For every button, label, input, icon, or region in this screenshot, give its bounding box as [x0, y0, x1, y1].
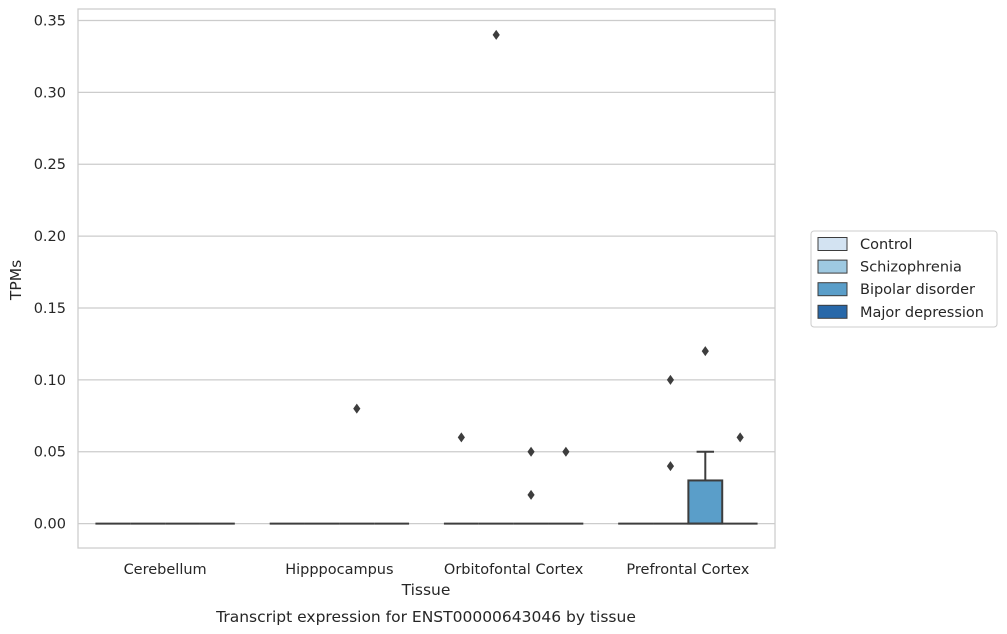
outlier-point: [701, 346, 709, 357]
legend: Control Schizophrenia Bipolar disorder Majo…: [810, 230, 998, 328]
boxes: [95, 450, 758, 525]
x-tick-label: Orbitofontal Cortex: [444, 562, 584, 578]
box-body: [687, 479, 724, 525]
legend-swatch: [817, 259, 848, 274]
outliers: [353, 29, 744, 500]
outlier-point: [562, 446, 570, 457]
y-tick-label: 0.00: [34, 517, 66, 533]
x-axis-ticks: Cerebellum Hipppocampus Orbitofontal Corte…: [124, 562, 750, 578]
legend-swatch: [817, 237, 848, 251]
legend-swatch: [817, 282, 848, 297]
outlier-point: [666, 374, 675, 385]
outlier-point: [666, 461, 675, 472]
y-axis-title: TPMs: [7, 260, 25, 301]
y-tick-label: 0.25: [34, 157, 66, 173]
y-tick-label: 0.20: [34, 229, 66, 245]
y-tick-label: 0.05: [34, 445, 66, 461]
y-tick-label: 0.30: [34, 85, 66, 101]
y-tick-label: 0.35: [34, 13, 66, 29]
legend-label: Schizophrenia: [860, 260, 962, 276]
legend-label: Bipolar disorder: [860, 282, 975, 298]
plot-frame: [77, 8, 776, 549]
y-tick-label: 0.15: [34, 301, 66, 317]
y-axis-ticks: 0.00 0.05 0.10 0.15 0.20 0.25 0.30 0.35: [34, 13, 66, 532]
legend-label: Major depression: [860, 305, 984, 321]
x-axis-title: Tissue: [401, 581, 451, 599]
outlier-point: [457, 432, 465, 443]
legend-label: Control: [860, 237, 912, 253]
outlier-point: [736, 432, 744, 443]
x-tick-label: Cerebellum: [124, 562, 207, 578]
x-tick-label: Prefrontal Cortex: [626, 562, 749, 578]
chart-caption: Transcript expression for ENST0000064304…: [215, 608, 636, 626]
legend-frame: [810, 230, 998, 328]
x-tick-label: Hipppocampus: [285, 562, 393, 578]
y-tick-label: 0.10: [34, 373, 66, 389]
outlier-point: [353, 403, 361, 414]
outlier-point: [527, 446, 535, 457]
outlier-point: [527, 489, 535, 500]
box-bipolar-disorder: [687, 450, 724, 525]
legend-swatch: [817, 304, 848, 319]
gridlines: [78, 19, 775, 525]
outlier-point: [492, 29, 500, 40]
